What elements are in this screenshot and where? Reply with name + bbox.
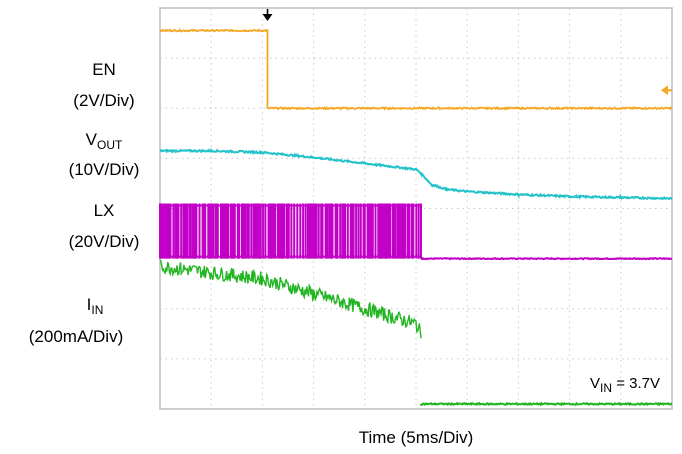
iin-label-main: I (87, 295, 92, 314)
en-scale-label: (2V/Div) (73, 91, 134, 110)
lx-label: LX (94, 201, 115, 220)
iin-trace-switching (159, 259, 422, 339)
iin-scale-label: (200mA/Div) (29, 327, 123, 346)
x-axis-title: Time (5ms/Div) (359, 428, 474, 447)
vout-trace (159, 147, 673, 201)
vin-annotation-main: V (590, 375, 600, 392)
vin-annotation-rest: = 3.7V (612, 375, 660, 392)
vout-label: VOUT (86, 130, 123, 152)
vin-annotation-sub: IN (600, 381, 612, 395)
vout-scale-label: (10V/Div) (69, 160, 140, 179)
en-trace (159, 28, 673, 111)
en-level-arrow (661, 85, 668, 96)
lx-switching-burst (159, 203, 422, 259)
graticule (160, 8, 672, 409)
traces (159, 28, 673, 407)
trigger-arrow-head (262, 14, 273, 21)
vout-label-sub: OUT (97, 138, 123, 152)
vin-annotation: VIN = 3.7V (590, 375, 660, 395)
iin-label-sub: IN (91, 303, 103, 317)
iin-trace-off (420, 401, 673, 407)
markers (262, 9, 672, 96)
lx-scale-label: (20V/Div) (69, 232, 140, 251)
iin-label: IIN (87, 295, 104, 317)
vout-label-main: V (86, 130, 98, 149)
en-label: EN (92, 60, 116, 79)
lx-trace (420, 256, 673, 261)
